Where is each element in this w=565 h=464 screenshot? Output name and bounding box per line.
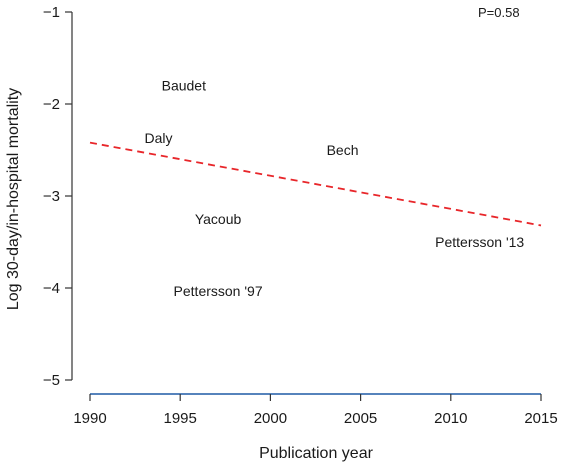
y-axis-title: Log 30-day/in-hospital mortality (5, 88, 22, 310)
x-tick-label: 1995 (164, 410, 197, 427)
y-tick-label: −1 (43, 4, 60, 21)
data-point-labels: Baudet Daly Bech Yacoub Pettersson '97 Petter… (145, 78, 525, 299)
x-tick-label: 2015 (524, 410, 557, 427)
regression-line-group (89, 141, 542, 227)
y-tick-label: −2 (43, 96, 60, 113)
regression-line (89, 141, 542, 227)
x-tick-label: 1990 (73, 410, 106, 427)
data-point-label: Daly (145, 130, 173, 146)
y-tick-label: −5 (43, 372, 60, 389)
x-tick-label: 2005 (344, 410, 377, 427)
x-axis: 1990 1995 2000 2005 2010 2015 (73, 393, 558, 427)
data-point-label: Pettersson '97 (174, 283, 263, 299)
data-point-label: Pettersson '13 (435, 234, 524, 250)
x-tick-label: 2010 (434, 410, 467, 427)
x-axis-title: Publication year (259, 445, 374, 462)
data-point-label: Bech (327, 142, 359, 158)
x-tick-label: 2000 (254, 410, 287, 427)
y-tick-label: −3 (43, 188, 60, 205)
p-value-annotation: P=0.58 (478, 5, 520, 20)
data-point-label: Yacoub (195, 211, 242, 227)
y-axis: −1 −2 −3 −4 −5 (43, 4, 73, 389)
y-tick-label: −4 (43, 280, 60, 297)
data-point-label: Baudet (162, 78, 206, 94)
